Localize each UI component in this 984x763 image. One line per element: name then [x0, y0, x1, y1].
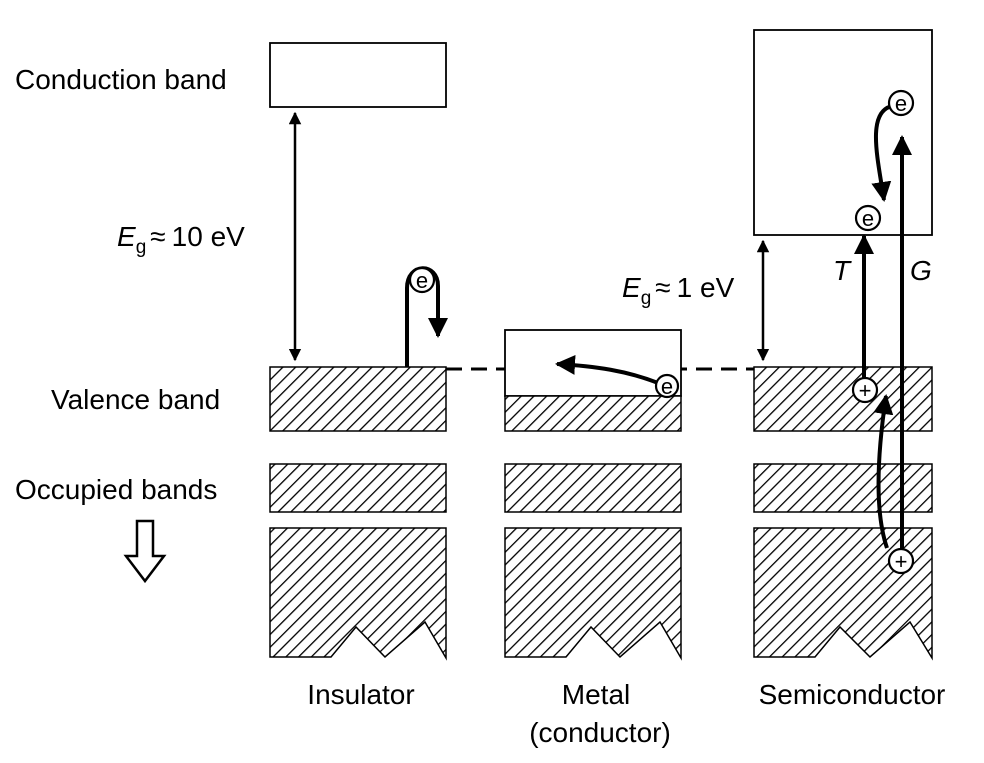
svg-text:Eg≈1 eV: Eg ≈1 eV [622, 272, 735, 309]
metal-filled-band-part [504, 395, 682, 432]
insulator-label: Insulator [307, 679, 414, 710]
insulator-occupied-band [269, 463, 447, 513]
valence-band-label: Valence band [51, 384, 220, 415]
occupied-bands-label: Occupied bands [15, 474, 217, 505]
down-arrow-icon [123, 519, 167, 584]
insulator-gap-label: Eg ≈10 eV [117, 221, 245, 258]
electron-icon: e [887, 89, 915, 117]
electron-icon: e [654, 373, 680, 399]
insulator-deep-bands [269, 527, 447, 661]
generation-label: G [910, 255, 932, 286]
semiconductor-deep-bands [753, 527, 933, 661]
svg-text:Eg≈10 eV: Eg ≈10 eV [117, 221, 245, 258]
semiconductor-valence-band [753, 366, 933, 432]
semiconductor-conduction-band [753, 29, 933, 236]
insulator-column: Eg ≈10 eV e Insulator [117, 42, 448, 710]
semiconductor-occupied-band [753, 463, 933, 513]
electron-icon: e [408, 266, 436, 294]
svg-text:e: e [661, 374, 673, 399]
hole-icon: + [851, 376, 879, 404]
metal-column: e Metal (conductor) [504, 329, 682, 748]
svg-text:+: + [859, 378, 872, 403]
thermalization-path [871, 104, 893, 202]
metal-empty-band-part [504, 329, 682, 397]
semiconductor-label: Semiconductor [759, 679, 946, 710]
insulator-conduction-band [269, 42, 447, 108]
svg-text:e: e [862, 206, 874, 231]
insulator-valence-band [269, 366, 447, 432]
svg-text:e: e [895, 91, 907, 116]
hole-migration-path [873, 394, 894, 549]
metal-deep-bands [504, 527, 682, 661]
electron-icon: e [854, 204, 882, 232]
metal-label: Metal [562, 679, 630, 710]
semiconductor-gap-label: Eg ≈1 eV [622, 272, 735, 309]
thermal-label: T [833, 255, 852, 286]
svg-text:+: + [895, 549, 908, 574]
svg-text:e: e [416, 268, 428, 293]
metal-electron-path [555, 354, 659, 385]
metal-occupied-band [504, 463, 682, 513]
metal-sublabel: (conductor) [529, 717, 671, 748]
conduction-band-label: Conduction band [15, 64, 227, 95]
semiconductor-column: Eg ≈1 eV T G e e + + Semiconductor [622, 29, 946, 710]
hole-icon: + [887, 547, 915, 575]
